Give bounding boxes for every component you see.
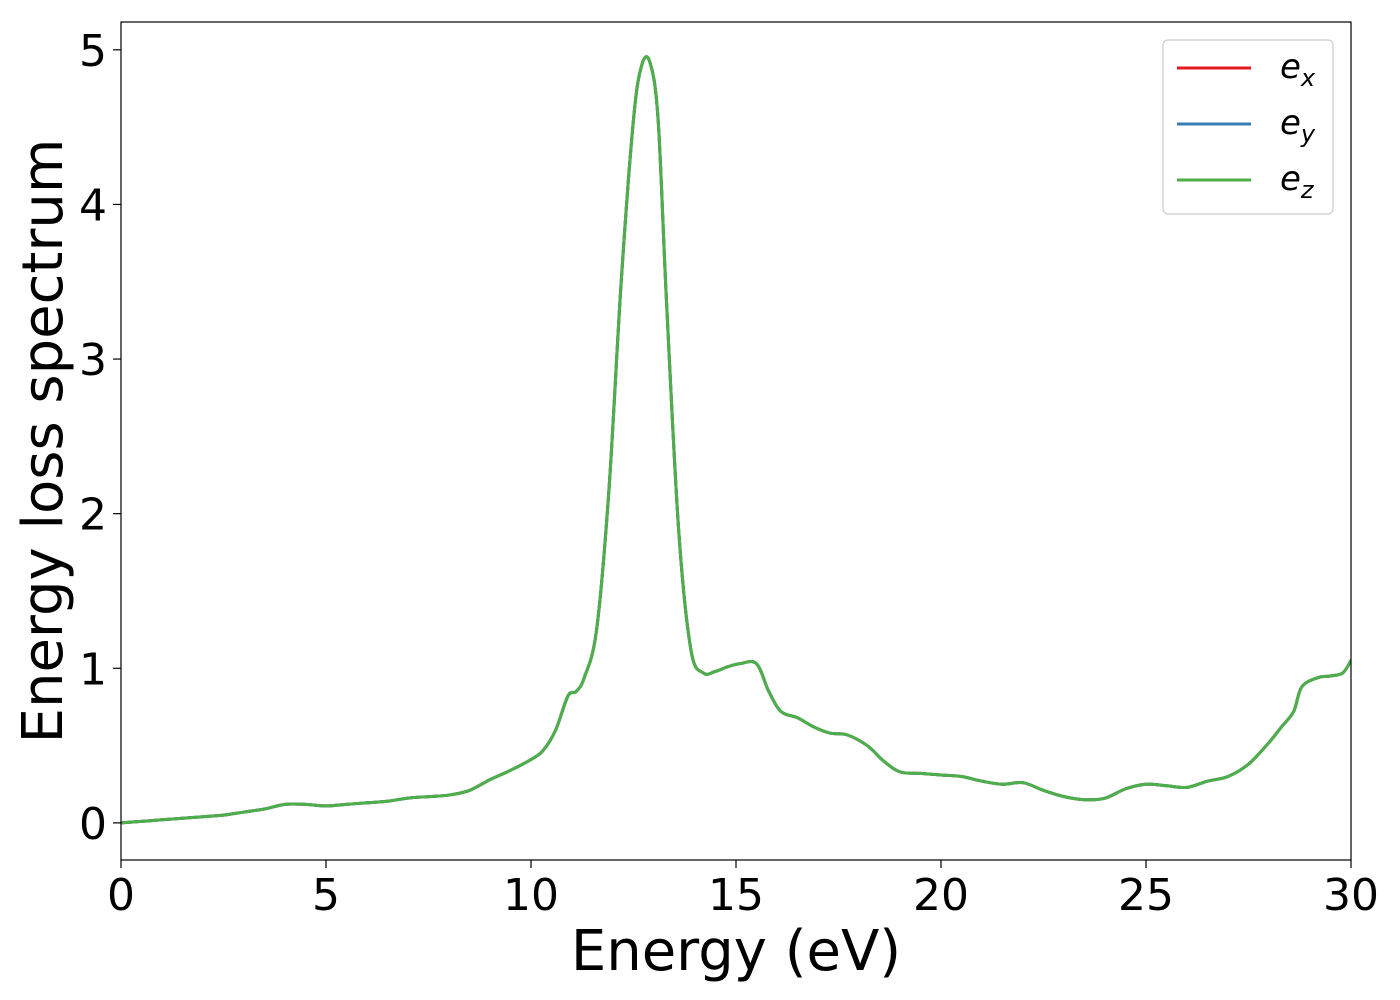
x-tick-label: 25	[1118, 870, 1174, 921]
legend-label-main: e	[1280, 159, 1301, 199]
y-tick-label: 1	[79, 644, 107, 695]
x-axis-ticks: 0 5 10 15 20 25 30	[107, 860, 1379, 921]
legend-label-e-z: ez	[1280, 159, 1315, 204]
legend-box	[1162, 39, 1334, 215]
y-tick-label: 3	[79, 335, 107, 386]
x-tick-label: 0	[107, 870, 135, 921]
legend-label-sub: z	[1300, 176, 1315, 204]
x-axis-title: Energy (eV)	[571, 919, 901, 984]
x-tick-label: 10	[503, 870, 559, 921]
y-axis-title: Energy loss spectrum	[11, 139, 76, 744]
x-tick-label: 30	[1323, 870, 1379, 921]
legend-label-e-y: ey	[1280, 103, 1316, 148]
y-tick-label: 2	[79, 490, 107, 541]
legend-label-main: e	[1280, 47, 1301, 87]
x-tick-label: 15	[708, 870, 764, 921]
legend-label-e-x: ex	[1280, 47, 1316, 92]
legend-label-main: e	[1280, 103, 1301, 143]
x-tick-label: 5	[312, 870, 340, 921]
x-tick-label: 20	[913, 870, 969, 921]
y-axis-ticks: 0 1 2 3 4 5	[79, 26, 121, 850]
y-tick-label: 4	[79, 180, 107, 231]
y-tick-label: 0	[79, 799, 107, 850]
legend-label-sub: y	[1300, 120, 1316, 148]
legend-label-sub: x	[1300, 64, 1316, 92]
y-tick-label: 5	[79, 26, 107, 77]
series-line-e-z	[121, 55, 1351, 825]
series-layer	[121, 55, 1351, 825]
